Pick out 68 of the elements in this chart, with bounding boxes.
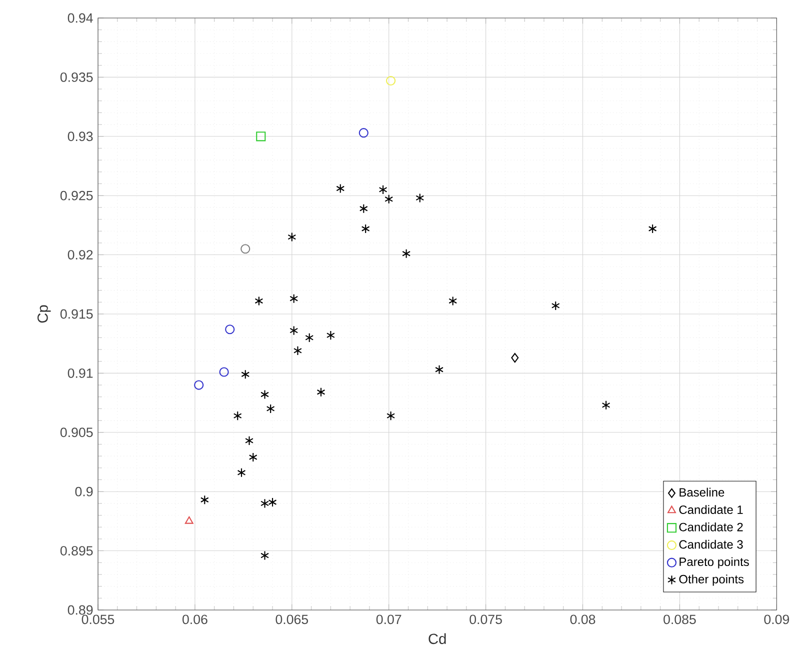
x-tick-label: 0.08 (570, 614, 596, 624)
x-tick-label: 0.07 (376, 614, 402, 624)
point (248, 452, 258, 462)
point (551, 300, 560, 311)
point (435, 364, 444, 374)
x-axis-title: Cd (428, 633, 446, 644)
point (358, 128, 368, 138)
point (361, 224, 370, 234)
point (511, 353, 519, 363)
point (290, 294, 298, 304)
x-tick-label: 0.055 (82, 614, 114, 624)
point (194, 380, 204, 390)
point (266, 404, 275, 414)
x-tick-label: 0.065 (276, 614, 308, 624)
point (200, 495, 209, 505)
point (254, 296, 264, 306)
legend-label: Candidate 1 (679, 505, 743, 514)
point (290, 326, 298, 336)
point (305, 332, 314, 342)
y-tick-label: 0.905 (60, 428, 93, 438)
point (648, 224, 657, 234)
y-tick-label: 0.92 (68, 250, 93, 260)
point (288, 232, 296, 242)
point (448, 296, 458, 306)
point (293, 346, 302, 356)
point (416, 193, 424, 203)
point (260, 390, 269, 400)
point (237, 468, 246, 478)
point (260, 550, 269, 560)
point (256, 132, 266, 142)
point (225, 324, 235, 334)
point (241, 370, 250, 380)
y-tick-label: 0.94 (68, 13, 93, 23)
y-tick-label: 0.89 (68, 605, 93, 615)
point (268, 497, 277, 508)
legend-label: Pareto points (680, 557, 749, 568)
point (326, 330, 335, 340)
point (336, 184, 345, 194)
point (260, 498, 269, 508)
y-tick-label: 0.935 (60, 72, 93, 82)
point (316, 387, 326, 397)
y-tick-label: 0.91 (68, 368, 93, 378)
legend-label: Candidate 3 (679, 540, 743, 549)
y-tick-label: 0.895 (60, 546, 93, 556)
point (386, 411, 396, 421)
point (359, 204, 368, 214)
point (240, 244, 250, 254)
y-axis-title: Cp (38, 305, 51, 323)
point (386, 76, 396, 86)
point (602, 400, 610, 410)
legend-label: Baseline (680, 488, 724, 497)
point (402, 248, 411, 258)
point (233, 411, 242, 421)
legend-label: Other points (679, 574, 744, 586)
x-tick-label: 0.06 (182, 614, 208, 624)
point (245, 436, 254, 446)
point (219, 367, 229, 377)
x-tick-label: 0.075 (470, 614, 502, 624)
y-tick-label: 0.925 (60, 190, 93, 200)
y-tick-label: 0.915 (60, 309, 93, 319)
point (184, 516, 194, 524)
x-tick-label: 0.085 (664, 614, 696, 624)
point (384, 194, 394, 204)
y-tick-label: 0.93 (68, 132, 93, 142)
point (378, 184, 388, 194)
y-tick-label: 0.9 (75, 486, 93, 496)
x-tick-label: 0.09 (764, 614, 790, 624)
legend-label: Candidate 2 (679, 522, 743, 532)
